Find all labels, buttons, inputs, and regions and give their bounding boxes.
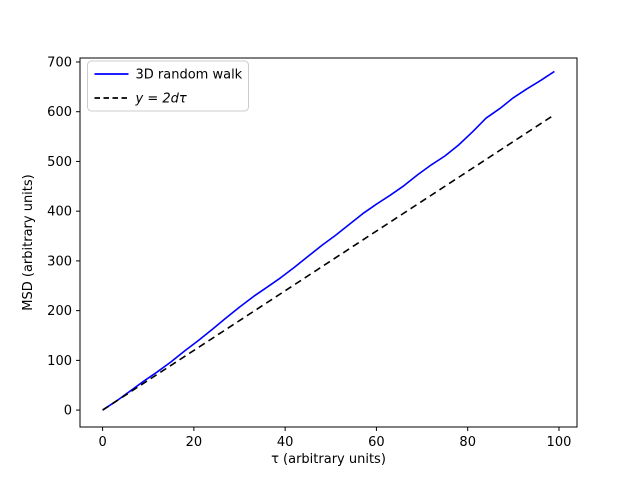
y-axis-tick-label: 100: [47, 354, 72, 369]
y-axis-tick-label: 0: [64, 404, 72, 419]
x-axis-label: τ (arbitrary units): [271, 452, 386, 467]
y-axis-tick-label: 500: [47, 155, 72, 170]
series-line-0: [102, 70, 555, 411]
y-axis-tick-label: 200: [47, 304, 72, 319]
x-axis-tick-label: 80: [459, 435, 476, 450]
legend-entry-label-1: y = 2dτ: [135, 92, 187, 107]
legend-entry-label-0: 3D random walk: [136, 68, 243, 83]
x-axis-tick-label: 60: [368, 435, 385, 450]
plot-frame: [79, 57, 578, 428]
y-axis-tick-label: 300: [47, 254, 72, 269]
y-axis-label: MSD (arbitrary units): [21, 174, 36, 310]
x-axis-tick-label: 100: [547, 435, 572, 450]
x-axis-tick-label: 0: [98, 435, 106, 450]
series-line-1: [102, 114, 555, 411]
y-axis-tick-label: 400: [47, 205, 72, 220]
x-axis-tick-label: 20: [186, 435, 203, 450]
y-axis-tick-label: 600: [47, 105, 72, 120]
x-axis-tick-label: 40: [277, 435, 294, 450]
y-axis-tick-label: 700: [47, 55, 72, 70]
